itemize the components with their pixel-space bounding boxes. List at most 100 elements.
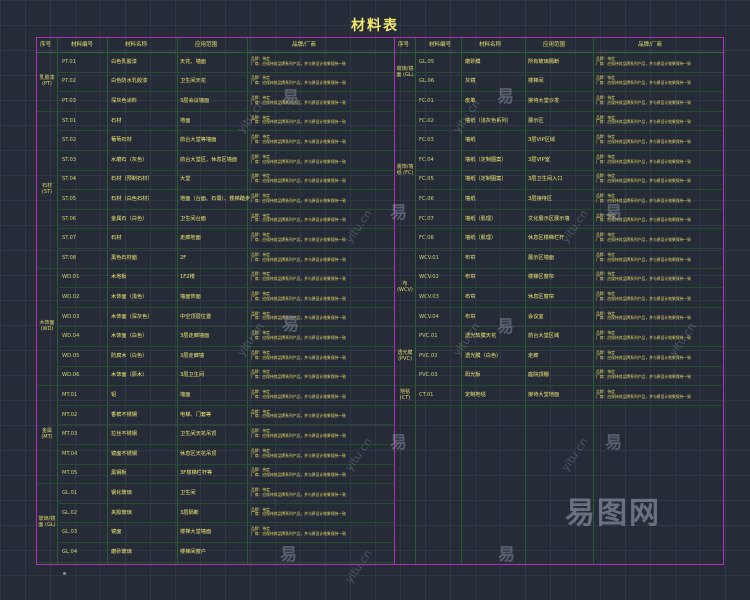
material-name: 布帘 [465, 293, 476, 300]
table-row: WD.02 木饰面（浅色） 墙面饰面 品牌：待定 厂商：应保持其品牌系列产品，并与原设计… [57, 287, 394, 308]
material-name: 拉丝不锈钢 [111, 431, 137, 438]
table-row: FC.01 皮革 接待大堂沙发 品牌：待定 厂商：应保持其品牌系列产品，并与原设计效果保… [415, 91, 723, 112]
brand-note: 品牌：待定 厂商：应保持其品牌系列产品，并与原设计效果保持一致 [596, 154, 691, 165]
application-area: 文化展示区展示墙 [528, 215, 570, 222]
application-area: 3层VIP室 [528, 156, 550, 163]
maker-line: 厂商：应保持其品牌系列产品，并与原设计效果保持一致 [251, 472, 346, 478]
application-area: 地面（台面、石膏）、楼梯踏步 [180, 195, 251, 202]
maker-line: 厂商：应保持其品牌系列产品，并与原设计效果保持一致 [596, 335, 691, 341]
material-code: PVC.03 [419, 372, 438, 379]
brand-note: 品牌：待定 厂商：应保持其品牌系列产品，并与原设计效果保持一致 [251, 56, 346, 67]
category-separator [37, 483, 57, 563]
application-area: 庭院顶棚 [528, 372, 549, 379]
brand-line: 品牌：待定 [596, 310, 615, 316]
material-code: FC.02 [419, 117, 434, 124]
brand-note: 品牌：待定 厂商：应保持其品牌系列产品，并与原设计效果保持一致 [596, 370, 691, 381]
material-name: 墙纸（浅灰色系列） [465, 117, 512, 124]
material-code: GL.01 [62, 489, 78, 496]
table-row: WCV.03 布帘 休息区窗帘 品牌：待定 厂商：应保持其品牌系列产品，并与原设计效果保… [415, 287, 723, 308]
maker-line: 厂商：应保持其品牌系列产品，并与原设计效果保持一致 [596, 256, 691, 262]
table-row: GL.05 磨砂膜 所有玻璃隔断 品牌：待定 厂商：应保持其品牌系列产品，并与原设计效果… [415, 52, 723, 73]
application-area: 展示区墙面 [528, 254, 554, 261]
application-area: 3层走廊墙 [180, 352, 205, 359]
material-code: WD.06 [62, 372, 80, 379]
maker-line: 厂商：应保持其品牌系列产品，并与原设计效果保持一致 [251, 374, 346, 380]
maker-line: 厂商：应保持其品牌系列产品，并与原设计效果保持一致 [596, 60, 691, 66]
material-name: 墙纸 [465, 137, 476, 144]
brand-note: 品牌：待定 厂商：应保持其品牌系列产品，并与原设计效果保持一致 [251, 95, 346, 106]
material-code: GL.04 [62, 548, 78, 555]
application-area: 休息区窗帘 [528, 293, 554, 300]
maker-line: 厂商：应保持其品牌系列产品，并与原设计效果保持一致 [251, 433, 346, 439]
material-table: 序号 材料编号 材料名称 应用范围 品牌/厂商 PT.01 白色乳胶漆 天花、墙面 品牌：待定厂… [36, 37, 724, 565]
brand-line: 品牌：待定 [251, 408, 270, 414]
header-code: 材料编号 [429, 42, 452, 48]
material-code: FC.04 [419, 156, 434, 163]
material-name: 木地板 [111, 274, 127, 281]
material-name: 香槟不锈钢 [111, 411, 137, 418]
application-area: 接待大堂沙发 [528, 97, 560, 104]
maker-line: 厂商：应保持其品牌系列产品，并与原设计效果保持一致 [596, 237, 691, 243]
brand-note: 品牌：待定 厂商：应保持其品牌系列产品，并与原设计效果保持一致 [251, 487, 346, 498]
material-name: 墙纸（肌理） [465, 235, 497, 242]
table-row: FC.02 墙纸（浅灰色系列） 展示区 品牌：待定 厂商：应保持其品牌系列产品，并与原设… [415, 111, 723, 132]
brand-line: 品牌：待定 [251, 193, 270, 199]
table-row: ST.01 石材 地面 品牌：待定 厂商：应保持其品牌系列产品，并与原设计效果保持一致 [57, 111, 394, 132]
category-separator [395, 91, 415, 249]
brand-line: 品牌：待定 [251, 134, 270, 140]
application-area: 走廊地面 [180, 235, 201, 242]
application-area: 楼梯大堂墙面 [180, 529, 212, 536]
table-row: CT.01 定制地毯 接待大堂地面 品牌：待定 厂商：应保持其品牌系列产品，并与原设计效… [415, 385, 723, 406]
category-label: 石材 (ST) [41, 183, 53, 196]
brand-note: 品牌：待定 厂商：应保持其品牌系列产品，并与原设计效果保持一致 [596, 56, 691, 67]
application-area: 接待大堂地面 [528, 391, 560, 398]
application-area: 会议室 [528, 313, 544, 320]
brand-line: 品牌：待定 [251, 506, 270, 512]
brand-line: 品牌：待定 [596, 56, 615, 61]
watermark: 易 [498, 545, 515, 565]
brand-line: 品牌：待定 [596, 350, 615, 355]
brand-line: 品牌：待定 [251, 232, 270, 238]
material-name: 布帘 [465, 313, 476, 320]
watermark-logo: 易图网 [565, 496, 661, 531]
category-separator [37, 111, 57, 269]
maker-line: 厂商：应保持其品牌系列产品，并与原设计效果保持一致 [596, 315, 691, 321]
table-row: FC.05 墙纸（定制图案） 3层卫生间入口 品牌：待定 厂商：应保持其品牌系列产品，并… [415, 170, 723, 191]
brand-note: 品牌：待定 厂商：应保持其品牌系列产品，并与原设计效果保持一致 [596, 310, 691, 322]
brand-note: 品牌：待定 厂商：应保持其品牌系列产品，并与原设计效果保持一致 [251, 527, 346, 537]
material-name: 磨砂膜 [465, 58, 481, 65]
table-row: ST.04 石材（预制石材） 大堂 品牌：待定 厂商：应保持其品牌系列产品，并与原设计效… [57, 170, 394, 191]
brand-line: 品牌：待定 [251, 369, 270, 375]
brand-line: 品牌：待定 [251, 428, 270, 434]
brand-line: 品牌：待定 [251, 291, 270, 297]
material-code: ST.01 [62, 117, 77, 124]
brand-note: 品牌：待定 厂商：应保持其品牌系列产品，并与原设计效果保持一致 [596, 95, 691, 106]
material-name: 钢化玻璃 [111, 489, 132, 496]
table-row: GL.06 灰镜 楼梯间 品牌：待定 厂商：应保持其品牌系列产品，并与原设计效果保持一致 [415, 72, 723, 93]
material-code: MT.05 [62, 470, 78, 477]
brand-note: 品牌：待定 厂商：应保持其品牌系列产品，并与原设计效果保持一致 [251, 448, 346, 459]
table-row: MT.04 镜面不锈钢 休息区天花吊顶 品牌：待定 厂商：应保持其品牌系列产品，并与原设… [57, 444, 394, 465]
watermark: 易 [280, 545, 297, 565]
category-separator [37, 268, 57, 387]
material-code: ST.05 [62, 195, 77, 202]
table-row: PT.01 白色乳胶漆 天花、墙面 品牌：待定 厂商：应保持其品牌系列产品，并与原设计效… [57, 52, 394, 73]
table-row: FC.07 墙纸（肌理） 文化展示区展示墙 品牌：待定 厂商：应保持其品牌系列产品，并与… [415, 209, 723, 230]
brand-note: 品牌：待定 厂商：应保持其品牌系列产品，并与原设计效果保持一致 [251, 252, 346, 263]
maker-line: 厂商：应保持其品牌系列产品，并与原设计效果保持一致 [251, 99, 346, 105]
brand-line: 品牌：待定 [251, 252, 270, 257]
material-name: 定制地毯 [465, 391, 486, 398]
material-code: ST.04 [62, 176, 77, 183]
maker-line: 厂商：应保持其品牌系列产品，并与原设计效果保持一致 [251, 295, 346, 301]
maker-line: 厂商：应保持其品牌系列产品，并与原设计效果保持一致 [596, 393, 691, 399]
table-row: MT.05 黑钢板 3F楼梯栏杆等 品牌：待定 厂商：应保持其品牌系列产品，并与原设计效… [57, 464, 394, 485]
brand-line: 品牌：待定 [251, 310, 270, 316]
watermark: 易 [497, 317, 514, 337]
brand-note: 品牌：待定 厂商：应保持其品牌系列产品，并与原设计效果保持一致 [596, 350, 691, 361]
material-code: ST.03 [62, 156, 77, 163]
application-area: 展示区 [528, 117, 544, 124]
table-row: WD.05 防腐木（白色） 3层走廊墙 品牌：待定 厂商：应保持其品牌系列产品，并与原设… [57, 346, 394, 367]
watermark: 易 [390, 203, 407, 223]
maker-line: 厂商：应保持其品牌系列产品，并与原设计效果保持一致 [596, 80, 691, 86]
category-label: 玻璃/镜面 (GL) [38, 516, 56, 529]
